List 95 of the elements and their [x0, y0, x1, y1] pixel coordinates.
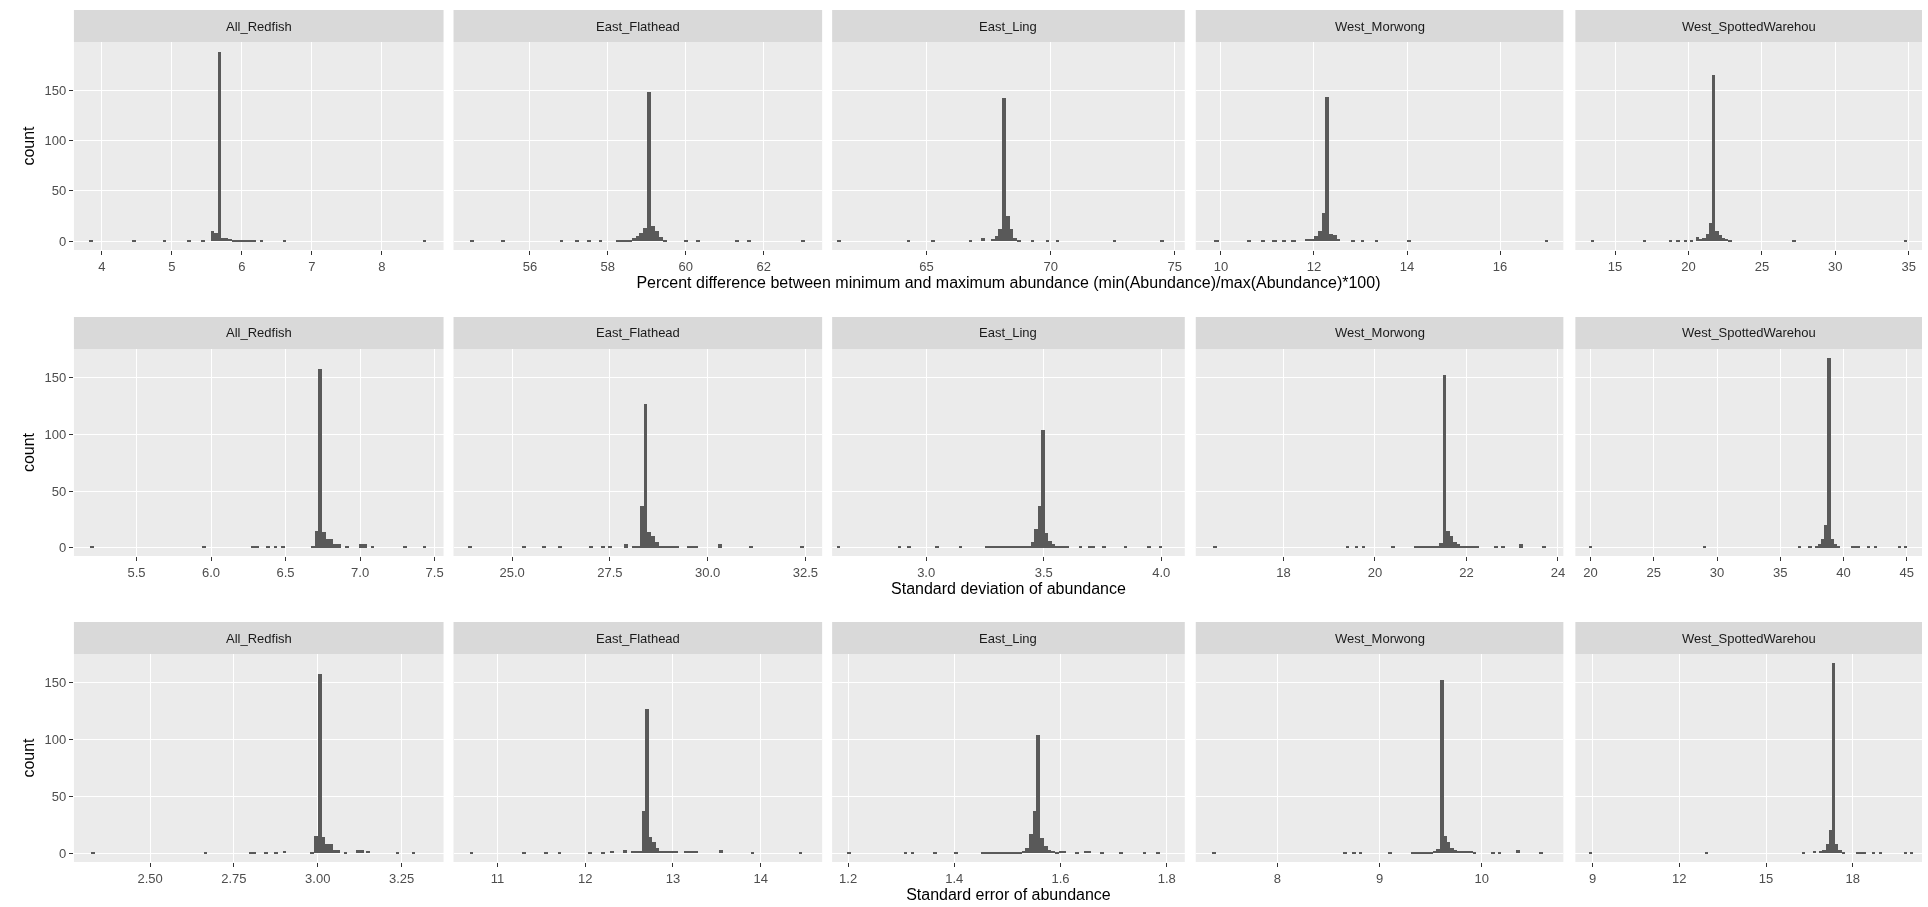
x-tick-label: 1.6 — [1051, 870, 1070, 886]
x-tick-label: 14 — [1399, 258, 1415, 274]
y-tick-label: 100 — [44, 133, 67, 149]
x-tick-label: 25 — [1646, 564, 1662, 580]
x-tick-label: 22 — [1459, 564, 1474, 580]
chart-title: East_Flathead — [596, 325, 680, 340]
x-tick-label: 56 — [522, 258, 538, 274]
chart-title: West_SpottedWarehou — [1682, 19, 1816, 34]
x-tick-label: 25 — [1754, 258, 1770, 274]
x-tick-label: 32.5 — [792, 564, 818, 580]
x-tick-label: 75 — [1167, 258, 1183, 274]
y-tick-label: 50 — [51, 183, 67, 199]
x-tick-label: 1.8 — [1157, 870, 1176, 886]
x-tick-label: 2.75 — [221, 870, 247, 886]
x-tick-label: 6.0 — [202, 564, 221, 580]
x-tick-label: 62 — [756, 258, 771, 274]
y-axis-title: count — [19, 432, 37, 473]
y-tick-label: 100 — [44, 731, 67, 747]
x-tick-label: 12 — [1306, 258, 1322, 274]
x-tick-label: 14 — [753, 870, 768, 886]
x-tick-label: 60 — [678, 258, 693, 274]
x-tick-label: 24 — [1550, 564, 1566, 580]
x-tick-label: 2.50 — [137, 870, 163, 886]
x-tick-label: 7.5 — [425, 564, 444, 580]
x-tick-label: 65 — [919, 258, 934, 274]
chart-title: West_SpottedWarehou — [1682, 325, 1816, 340]
y-tick-label: 50 — [51, 483, 67, 499]
x-tick-label: 8 — [378, 258, 386, 274]
x-tick-label: 58 — [600, 258, 616, 274]
x-axis-title: Standard error of abundance — [906, 886, 1111, 904]
x-tick-label: 1.2 — [839, 870, 858, 886]
y-tick-label: 0 — [59, 233, 67, 249]
y-tick-label: 150 — [44, 82, 67, 98]
x-axis-title: Standard deviation of abundance — [891, 580, 1126, 598]
x-tick-label: 3.5 — [1034, 564, 1053, 580]
x-tick-label: 4.0 — [1152, 564, 1171, 580]
chart-title: East_Ling — [979, 19, 1037, 34]
x-tick-label: 16 — [1492, 258, 1508, 274]
x-tick-label: 40 — [1836, 564, 1851, 580]
x-tick-label: 3.0 — [917, 564, 936, 580]
x-tick-label: 13 — [665, 870, 681, 886]
chart-title: West_Morwong — [1335, 19, 1426, 34]
x-tick-label: 9 — [1375, 870, 1384, 886]
x-tick-label: 7.0 — [351, 564, 370, 580]
y-tick-label: 100 — [44, 426, 67, 442]
x-tick-label: 12 — [577, 870, 593, 886]
x-tick-label: 30 — [1709, 564, 1725, 580]
x-tick-label: 5 — [168, 258, 176, 274]
x-tick-label: 5.5 — [127, 564, 146, 580]
x-tick-label: 18 — [1845, 870, 1860, 886]
y-tick-label: 0 — [59, 845, 67, 861]
y-axis-title: count — [19, 125, 37, 166]
x-tick-label: 1.4 — [945, 870, 964, 886]
chart-title: West_Morwong — [1335, 325, 1426, 340]
chart-title: East_Ling — [979, 325, 1037, 340]
x-tick-label: 35 — [1901, 258, 1917, 274]
y-axis-title: count — [19, 737, 37, 778]
y-tick-label: 150 — [44, 369, 67, 385]
x-tick-label: 12 — [1672, 870, 1687, 886]
x-tick-label: 7 — [308, 258, 316, 274]
x-tick-label: 35 — [1773, 564, 1788, 580]
x-tick-label: 30 — [1828, 258, 1843, 274]
y-tick-label: 50 — [51, 788, 67, 804]
chart-title: West_SpottedWarehou — [1682, 631, 1816, 646]
x-tick-label: 27.5 — [597, 564, 623, 580]
y-tick-label: 0 — [59, 540, 67, 556]
x-tick-label: 70 — [1043, 258, 1058, 274]
x-tick-label: 10 — [1474, 870, 1489, 886]
x-tick-label: 6.5 — [276, 564, 295, 580]
y-tick-label: 150 — [44, 675, 67, 691]
chart-title: All_Redfish — [226, 631, 292, 646]
chart-title: East_Flathead — [596, 631, 680, 646]
x-tick-label: 20 — [1583, 564, 1598, 580]
x-tick-label: 3.25 — [388, 870, 415, 886]
x-tick-label: 8 — [1273, 870, 1282, 886]
x-axis-title: Percent difference between minimum and maximum abundance (min(Abundance)/max(Abundance)*100) — [636, 274, 1381, 292]
x-tick-label: 4 — [98, 258, 106, 274]
x-tick-label: 10 — [1213, 258, 1229, 274]
chart-title: East_Ling — [979, 631, 1037, 646]
x-tick-label: 30.0 — [694, 564, 721, 580]
x-tick-label: 18 — [1276, 564, 1291, 580]
x-tick-label: 9 — [1589, 870, 1597, 886]
chart-title: All_Redfish — [226, 325, 292, 340]
chart-title: West_Morwong — [1335, 631, 1426, 646]
x-tick-label: 20 — [1367, 564, 1383, 580]
x-tick-label: 15 — [1758, 870, 1774, 886]
x-tick-label: 25.0 — [499, 564, 525, 580]
x-tick-label: 20 — [1681, 258, 1696, 274]
x-tick-label: 3.00 — [305, 870, 331, 886]
x-tick-label: 11 — [490, 870, 505, 886]
x-tick-label: 6 — [238, 258, 246, 274]
x-tick-label: 15 — [1607, 258, 1623, 274]
x-tick-label: 45 — [1899, 564, 1915, 580]
chart-title: All_Redfish — [226, 19, 292, 34]
chart-title: East_Flathead — [596, 19, 680, 34]
